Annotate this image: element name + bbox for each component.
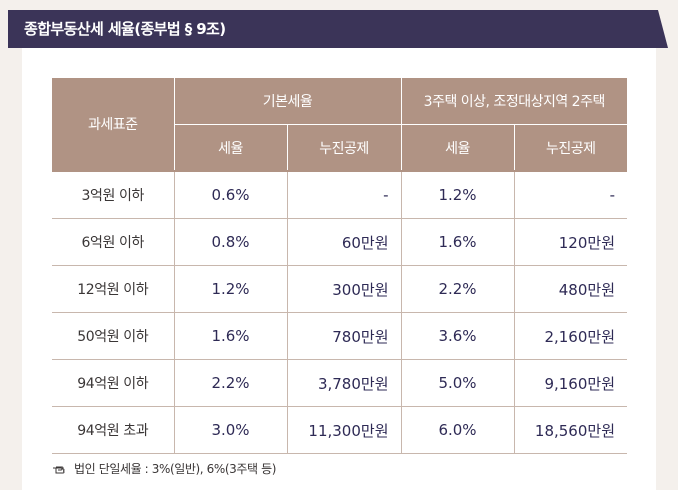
tax-rate-table: 과세표준 기본세율 3주택 이상, 조정대상지역 2주택 세율 누진공제 세율 … xyxy=(52,78,627,454)
multi-rate-cell: 2.2% xyxy=(401,265,515,313)
multi-rate-cell: 1.6% xyxy=(401,218,515,266)
page-title: 종합부동산세 세율(종부법 § 9조) xyxy=(24,20,226,38)
basic-rate-cell: 3.0% xyxy=(174,406,288,454)
table-row: 12억원 이하 1.2% 300만원 2.2% 480만원 xyxy=(52,265,627,313)
title-bar: 종합부동산세 세율(종부법 § 9조) xyxy=(8,10,668,48)
header-rate: 세율 xyxy=(401,124,515,172)
table-row: 94억원 초과 3.0% 11,300만원 6.0% 18,560만원 xyxy=(52,406,627,454)
header-tax-base: 과세표준 xyxy=(52,78,175,172)
multi-deduction-cell: 18,560만원 xyxy=(514,406,627,454)
tax-base-cell: 94억원 초과 xyxy=(52,406,175,454)
tax-base-cell: 50억원 이하 xyxy=(52,312,175,360)
multi-rate-cell: 3.6% xyxy=(401,312,515,360)
tax-base-cell: 3억원 이하 xyxy=(52,170,175,219)
basic-deduction-cell: 3,780만원 xyxy=(287,359,402,407)
header-rate: 세율 xyxy=(174,124,288,172)
tax-base-cell: 6억원 이하 xyxy=(52,218,175,266)
footnote-text: 법인 단일세율 : 3%(일반), 6%(3주택 등) xyxy=(74,462,277,476)
multi-deduction-cell: - xyxy=(514,170,627,219)
basic-rate-cell: 2.2% xyxy=(174,359,288,407)
basic-deduction-cell: 780만원 xyxy=(287,312,402,360)
tax-base-cell: 12억원 이하 xyxy=(52,265,175,313)
basic-rate-cell: 1.6% xyxy=(174,312,288,360)
multi-deduction-cell: 9,160만원 xyxy=(514,359,627,407)
header-basic-rate: 기본세율 xyxy=(174,78,402,125)
basic-deduction-cell: 11,300만원 xyxy=(287,406,402,454)
table-row: 3억원 이하 0.6% - 1.2% - xyxy=(52,170,627,219)
multi-deduction-cell: 2,160만원 xyxy=(514,312,627,360)
basic-deduction-cell: 300만원 xyxy=(287,265,402,313)
table-row: 94억원 이하 2.2% 3,780만원 5.0% 9,160만원 xyxy=(52,359,627,407)
basic-rate-cell: 1.2% xyxy=(174,265,288,313)
basic-deduction-cell: 60만원 xyxy=(287,218,402,266)
table-row: 50억원 이하 1.6% 780만원 3.6% 2,160만원 xyxy=(52,312,627,360)
tax-base-cell: 94억원 이하 xyxy=(52,359,175,407)
content-panel: 과세표준 기본세율 3주택 이상, 조정대상지역 2주택 세율 누진공제 세율 … xyxy=(22,48,656,490)
multi-deduction-cell: 480만원 xyxy=(514,265,627,313)
footnote: 법인 단일세율 : 3%(일반), 6%(3주택 등) xyxy=(52,460,276,477)
multi-rate-cell: 1.2% xyxy=(401,170,515,219)
multi-deduction-cell: 120만원 xyxy=(514,218,627,266)
header-deduction: 누진공제 xyxy=(287,124,402,172)
table-row: 6억원 이하 0.8% 60만원 1.6% 120만원 xyxy=(52,218,627,266)
multi-rate-cell: 6.0% xyxy=(401,406,515,454)
header-multi-house-rate: 3주택 이상, 조정대상지역 2주택 xyxy=(401,78,627,125)
pointing-hand-icon xyxy=(53,466,65,473)
basic-rate-cell: 0.8% xyxy=(174,218,288,266)
basic-deduction-cell: - xyxy=(287,170,402,219)
header-deduction: 누진공제 xyxy=(514,124,627,172)
multi-rate-cell: 5.0% xyxy=(401,359,515,407)
basic-rate-cell: 0.6% xyxy=(174,170,288,219)
